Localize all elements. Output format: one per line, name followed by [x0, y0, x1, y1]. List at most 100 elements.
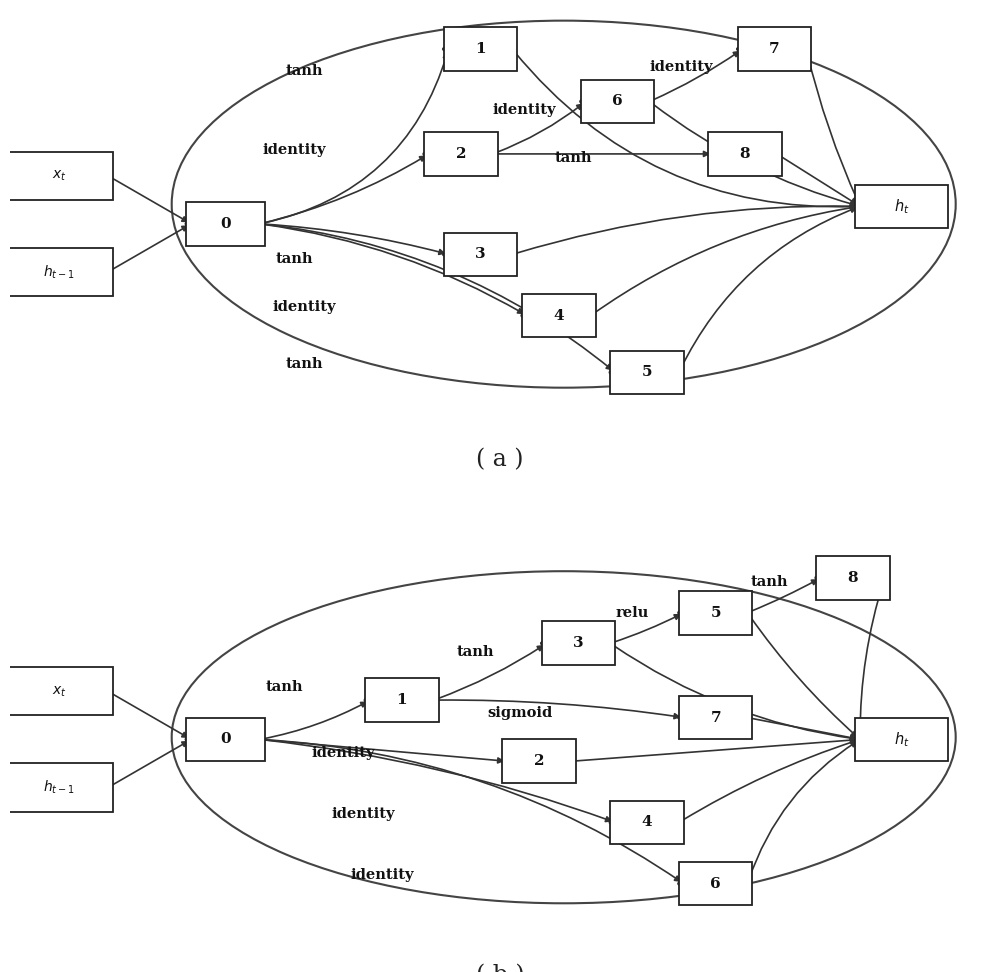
FancyArrowPatch shape: [613, 615, 680, 642]
Text: identity: identity: [650, 59, 713, 74]
Text: relu: relu: [616, 606, 649, 620]
FancyBboxPatch shape: [186, 717, 265, 761]
FancyArrowPatch shape: [593, 205, 856, 314]
FancyBboxPatch shape: [5, 763, 113, 812]
FancyArrowPatch shape: [437, 700, 679, 718]
Text: 8: 8: [740, 147, 750, 161]
Text: tanh: tanh: [555, 152, 592, 165]
FancyArrowPatch shape: [263, 740, 611, 821]
Text: $h_{t-1}$: $h_{t-1}$: [43, 779, 75, 796]
Text: $x_{t}$: $x_{t}$: [52, 684, 66, 699]
FancyBboxPatch shape: [5, 152, 113, 200]
FancyArrowPatch shape: [749, 615, 857, 737]
Text: tanh: tanh: [285, 357, 323, 370]
Text: 7: 7: [769, 42, 780, 56]
Circle shape: [678, 610, 690, 615]
Text: tanh: tanh: [266, 680, 303, 694]
Text: 2: 2: [456, 147, 466, 161]
FancyArrowPatch shape: [681, 740, 856, 821]
Circle shape: [815, 575, 827, 580]
Circle shape: [678, 881, 690, 886]
Circle shape: [185, 737, 197, 742]
Text: 6: 6: [612, 94, 623, 109]
Text: 0: 0: [220, 733, 231, 746]
FancyArrowPatch shape: [514, 52, 856, 209]
FancyArrowPatch shape: [495, 152, 709, 156]
Circle shape: [541, 641, 552, 646]
FancyBboxPatch shape: [855, 717, 948, 761]
Text: 6: 6: [710, 877, 721, 890]
FancyArrowPatch shape: [613, 644, 856, 741]
Circle shape: [854, 737, 866, 742]
Text: identity: identity: [493, 103, 556, 118]
Circle shape: [854, 737, 866, 742]
Circle shape: [854, 204, 866, 209]
Circle shape: [854, 737, 866, 742]
FancyBboxPatch shape: [444, 27, 517, 71]
FancyBboxPatch shape: [5, 668, 113, 715]
FancyArrowPatch shape: [750, 580, 817, 611]
FancyBboxPatch shape: [424, 132, 498, 176]
Text: tanh: tanh: [457, 645, 494, 659]
Circle shape: [678, 715, 690, 720]
Text: 0: 0: [220, 217, 231, 230]
FancyBboxPatch shape: [708, 132, 782, 176]
FancyBboxPatch shape: [444, 232, 517, 276]
FancyArrowPatch shape: [779, 156, 856, 204]
Circle shape: [854, 737, 866, 742]
FancyArrowPatch shape: [263, 703, 366, 739]
Text: $h_{t}$: $h_{t}$: [894, 730, 910, 748]
Text: 4: 4: [642, 816, 652, 829]
FancyArrowPatch shape: [263, 53, 448, 224]
FancyBboxPatch shape: [610, 351, 684, 395]
Text: identity: identity: [331, 807, 395, 820]
FancyArrowPatch shape: [807, 52, 858, 202]
FancyArrowPatch shape: [652, 103, 856, 206]
FancyBboxPatch shape: [581, 80, 654, 123]
Text: 3: 3: [573, 637, 584, 650]
Circle shape: [609, 819, 621, 825]
Text: $x_{t}$: $x_{t}$: [52, 168, 66, 183]
FancyBboxPatch shape: [365, 678, 439, 722]
FancyArrowPatch shape: [110, 742, 187, 786]
Text: identity: identity: [351, 868, 414, 882]
FancyBboxPatch shape: [186, 202, 265, 246]
FancyBboxPatch shape: [855, 185, 948, 228]
Text: 7: 7: [710, 711, 721, 724]
Text: sigmoid: sigmoid: [487, 707, 552, 720]
Circle shape: [443, 252, 454, 257]
Circle shape: [854, 204, 866, 209]
FancyArrowPatch shape: [858, 580, 884, 735]
FancyArrowPatch shape: [750, 718, 856, 740]
Circle shape: [854, 204, 866, 209]
FancyArrowPatch shape: [495, 104, 582, 153]
Text: tanh: tanh: [751, 575, 788, 589]
Text: 8: 8: [847, 571, 858, 585]
FancyArrowPatch shape: [263, 225, 523, 313]
Circle shape: [854, 737, 866, 742]
Circle shape: [580, 99, 592, 104]
FancyBboxPatch shape: [679, 696, 752, 740]
Text: 1: 1: [475, 42, 486, 56]
Circle shape: [854, 737, 866, 742]
FancyBboxPatch shape: [542, 621, 615, 665]
Text: 5: 5: [710, 606, 721, 620]
Text: 3: 3: [475, 248, 486, 261]
FancyBboxPatch shape: [522, 294, 596, 337]
Circle shape: [185, 737, 197, 742]
FancyArrowPatch shape: [574, 738, 856, 761]
FancyArrowPatch shape: [263, 740, 680, 881]
Text: 2: 2: [534, 754, 544, 768]
Circle shape: [854, 204, 866, 209]
FancyBboxPatch shape: [5, 248, 113, 295]
FancyArrowPatch shape: [110, 693, 187, 737]
FancyArrowPatch shape: [652, 52, 739, 100]
FancyArrowPatch shape: [263, 225, 612, 369]
Circle shape: [854, 737, 866, 742]
FancyBboxPatch shape: [679, 591, 752, 635]
FancyArrowPatch shape: [263, 156, 425, 224]
Circle shape: [609, 369, 621, 375]
FancyBboxPatch shape: [679, 862, 752, 906]
Text: identity: identity: [262, 143, 326, 156]
FancyArrowPatch shape: [436, 645, 543, 699]
